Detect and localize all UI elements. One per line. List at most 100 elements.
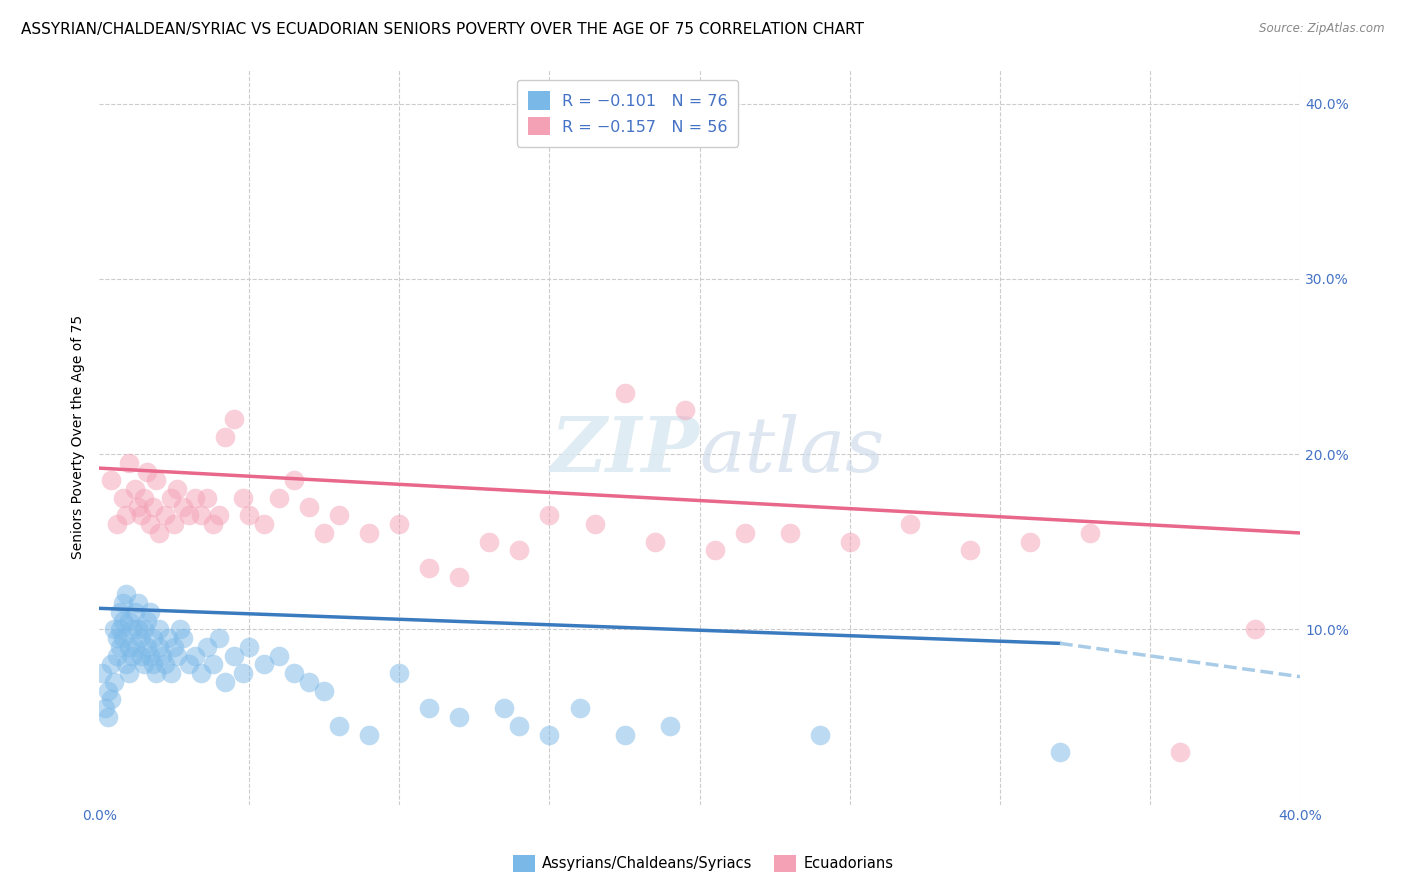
Point	[129, 631, 152, 645]
Point	[1018, 534, 1040, 549]
Point	[115, 657, 138, 672]
Point	[105, 517, 128, 532]
Point	[314, 525, 336, 540]
Point	[112, 596, 135, 610]
Point	[269, 491, 291, 505]
Point	[112, 631, 135, 645]
Point	[190, 666, 212, 681]
Point	[208, 631, 231, 645]
Point	[298, 675, 321, 690]
Point	[160, 491, 183, 505]
Point	[97, 683, 120, 698]
Point	[127, 623, 149, 637]
Point	[1078, 525, 1101, 540]
Point	[195, 491, 218, 505]
Point	[172, 500, 194, 514]
Point	[150, 648, 173, 663]
Point	[136, 614, 159, 628]
Point	[112, 614, 135, 628]
Point	[134, 623, 156, 637]
Point	[134, 491, 156, 505]
Text: atlas: atlas	[700, 414, 884, 488]
Point	[359, 525, 381, 540]
Point	[1168, 745, 1191, 759]
Point	[613, 385, 636, 400]
Point	[160, 666, 183, 681]
Point	[253, 517, 276, 532]
Text: ZIP: ZIP	[551, 414, 700, 488]
Point	[142, 657, 165, 672]
Point	[224, 648, 246, 663]
Point	[808, 727, 831, 741]
Point	[1244, 623, 1267, 637]
Point	[97, 710, 120, 724]
Point	[124, 605, 146, 619]
Point	[121, 623, 143, 637]
Point	[134, 657, 156, 672]
Point	[224, 412, 246, 426]
Point	[644, 534, 666, 549]
Point	[328, 719, 350, 733]
Point	[959, 543, 981, 558]
Point	[118, 640, 141, 654]
Text: Source: ZipAtlas.com: Source: ZipAtlas.com	[1260, 22, 1385, 36]
Point	[108, 623, 131, 637]
Y-axis label: Seniors Poverty Over the Age of 75: Seniors Poverty Over the Age of 75	[72, 315, 86, 558]
Point	[508, 719, 530, 733]
Point	[103, 623, 125, 637]
Point	[118, 666, 141, 681]
Point	[359, 727, 381, 741]
Point	[105, 648, 128, 663]
Point	[703, 543, 725, 558]
Point	[127, 596, 149, 610]
Point	[202, 517, 225, 532]
Point	[148, 623, 170, 637]
Point	[190, 508, 212, 523]
Point	[508, 543, 530, 558]
Point	[153, 657, 176, 672]
Point	[172, 631, 194, 645]
Point	[658, 719, 681, 733]
Point	[478, 534, 501, 549]
Point	[91, 666, 114, 681]
Point	[184, 648, 207, 663]
Point	[145, 474, 167, 488]
Point	[136, 640, 159, 654]
Point	[157, 631, 180, 645]
Point	[153, 508, 176, 523]
Point	[1049, 745, 1071, 759]
Point	[118, 456, 141, 470]
Point	[148, 640, 170, 654]
Point	[208, 508, 231, 523]
Point	[214, 429, 236, 443]
Point	[314, 683, 336, 698]
Point	[734, 525, 756, 540]
Point	[115, 587, 138, 601]
Point	[118, 614, 141, 628]
Point	[232, 666, 254, 681]
Point	[142, 500, 165, 514]
Point	[169, 623, 191, 637]
Point	[108, 640, 131, 654]
Point	[100, 657, 122, 672]
Legend: Assyrians/Chaldeans/Syriacs, Ecuadorians: Assyrians/Chaldeans/Syriacs, Ecuadorians	[508, 849, 898, 878]
Point	[538, 727, 561, 741]
Point	[449, 710, 471, 724]
Point	[214, 675, 236, 690]
Point	[166, 648, 188, 663]
Point	[449, 570, 471, 584]
Point	[269, 648, 291, 663]
Point	[179, 508, 201, 523]
Point	[112, 491, 135, 505]
Point	[238, 640, 260, 654]
Point	[136, 465, 159, 479]
Point	[418, 701, 440, 715]
Point	[108, 605, 131, 619]
Point	[202, 657, 225, 672]
Point	[232, 491, 254, 505]
Text: ASSYRIAN/CHALDEAN/SYRIAC VS ECUADORIAN SENIORS POVERTY OVER THE AGE OF 75 CORREL: ASSYRIAN/CHALDEAN/SYRIAC VS ECUADORIAN S…	[21, 22, 865, 37]
Point	[139, 605, 162, 619]
Point	[105, 631, 128, 645]
Point	[127, 500, 149, 514]
Point	[163, 517, 186, 532]
